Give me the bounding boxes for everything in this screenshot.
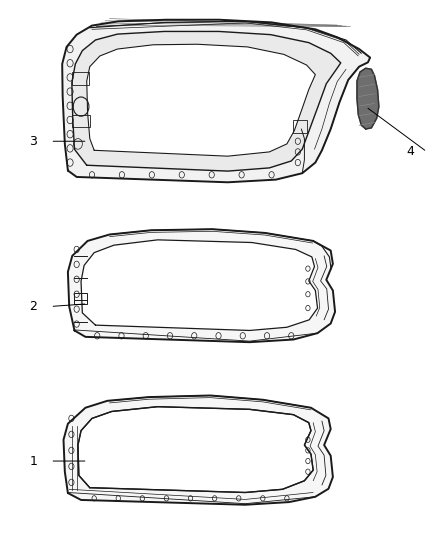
Polygon shape xyxy=(78,407,313,492)
Polygon shape xyxy=(357,68,379,129)
Bar xyxy=(74,293,87,304)
Bar xyxy=(293,120,307,133)
Polygon shape xyxy=(87,44,315,156)
Bar xyxy=(72,72,89,85)
Text: 4: 4 xyxy=(406,146,414,158)
Polygon shape xyxy=(78,407,313,492)
Text: 1: 1 xyxy=(29,455,37,467)
Polygon shape xyxy=(68,229,335,342)
Polygon shape xyxy=(81,240,318,330)
Polygon shape xyxy=(72,31,341,171)
Bar xyxy=(72,115,90,127)
Text: 2: 2 xyxy=(29,300,37,313)
Text: 3: 3 xyxy=(29,135,37,148)
Polygon shape xyxy=(62,20,370,182)
Polygon shape xyxy=(64,395,333,505)
